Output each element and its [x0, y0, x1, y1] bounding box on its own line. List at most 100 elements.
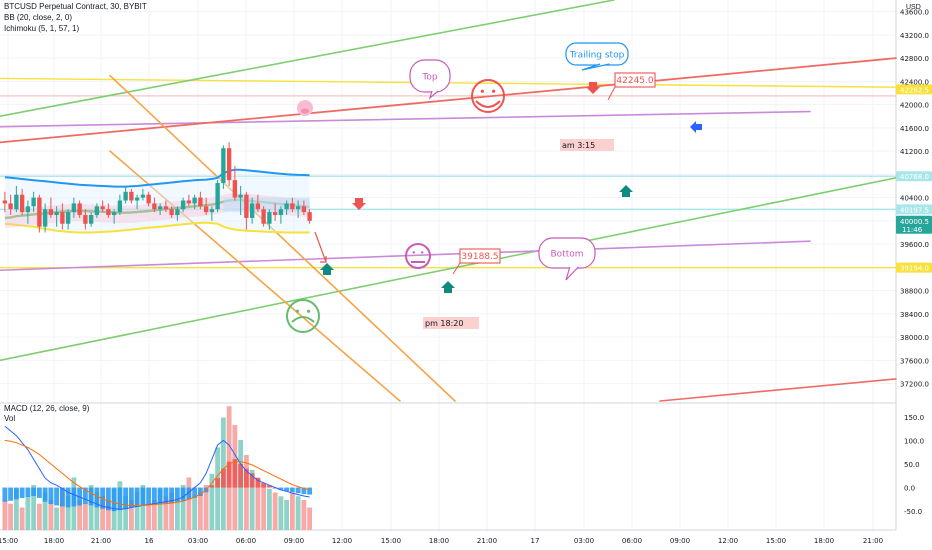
macd-histogram-bar	[71, 487, 77, 507]
candle-body	[198, 197, 203, 207]
smiley-happy-icon-eye-right	[492, 89, 496, 93]
candle-body	[14, 194, 19, 210]
price-tick-label: 38400.0	[900, 311, 929, 319]
arrow-up-icon	[320, 263, 334, 275]
smiley-neutral-icon-outline	[405, 243, 431, 269]
macd-histogram-bar	[180, 487, 186, 501]
macd-histogram-bar	[151, 487, 157, 505]
volume-bar	[13, 488, 19, 530]
callout-top-text: Top	[421, 73, 437, 83]
smiley-happy-icon-outline	[471, 79, 505, 113]
candle-body	[140, 194, 146, 198]
macd-histogram-bar	[54, 487, 60, 506]
macd-histogram-bar	[13, 487, 19, 500]
time-tick-label: 06:00	[622, 537, 642, 545]
legend-indicator-macd[interactable]: MACD (12, 26, close, 9)	[4, 404, 89, 414]
candle-body	[100, 206, 105, 210]
volume-bar	[261, 485, 267, 530]
smiley-face-icon-eye-left	[295, 309, 299, 313]
time-tick-label: 21:00	[477, 537, 497, 545]
macd-histogram-bar	[2, 487, 8, 502]
time-tick-label: 16	[145, 537, 154, 545]
candle-body	[8, 203, 13, 210]
trend-line-purple-bottom	[0, 240, 811, 272]
candle-body	[169, 209, 174, 216]
volume-bar	[59, 488, 65, 530]
volume-bar	[94, 492, 100, 530]
price-tag-bg	[896, 84, 932, 95]
indicator-vol-label: Vol	[4, 414, 16, 423]
candle-body	[163, 206, 169, 210]
volume-bar	[146, 503, 152, 530]
trend-line-red-top	[0, 57, 897, 144]
candle-body	[31, 197, 36, 207]
pig-snout-icon	[301, 108, 309, 114]
time-tick-label: 18:00	[814, 537, 834, 545]
candle-body	[83, 215, 88, 224]
trend-line-orange-2	[109, 150, 401, 402]
price-tag-label: 42262.5	[900, 86, 929, 94]
time-note-pm-text: pm 18:20	[425, 319, 463, 328]
volume-bar	[82, 503, 88, 530]
macd-histogram-bar	[157, 487, 163, 504]
price-tick-label: 42800.0	[900, 55, 929, 63]
macd-tick-label: 100.0	[904, 437, 924, 445]
price-tag-bg	[896, 262, 932, 273]
volume-bar	[186, 477, 192, 530]
macd-histogram-bar	[123, 487, 129, 509]
candle-body	[203, 206, 209, 213]
candle-body	[48, 209, 54, 216]
candle-body	[19, 194, 25, 213]
price-tick-label: 37600.0	[900, 357, 929, 365]
time-tick-label: 21:00	[91, 537, 111, 545]
arrow-down-icon	[352, 198, 366, 210]
volume-bar	[8, 503, 14, 530]
candle-body	[175, 209, 180, 216]
macd-histogram-bar	[238, 463, 244, 488]
price-label-bottom-text: 39188.5	[461, 252, 498, 262]
indicator-bb-label: BB (20, close, 2, 0)	[4, 13, 73, 22]
candle-body	[157, 206, 163, 210]
price-label-top-box	[614, 72, 656, 88]
price-tick-label: 38000.0	[900, 334, 929, 342]
legend-indicator-bb[interactable]: BB (20, close, 2, 0)	[4, 13, 72, 23]
time-tick-label: 03:00	[574, 537, 594, 545]
time-tick-label: 15:00	[766, 537, 786, 545]
candle-body	[129, 191, 134, 201]
time-tick-label: 17	[531, 537, 540, 545]
volume-bar	[169, 492, 175, 530]
range-box	[223, 197, 310, 213]
time-tick-label: 12:00	[718, 537, 738, 545]
callout-bottom-text: Bottom	[550, 250, 583, 260]
symbol-title[interactable]: BTCUSD Perpetual Contract, 30, BYBIT	[4, 2, 147, 11]
volume-bar	[31, 485, 37, 530]
callout-bottom-tail	[565, 266, 579, 281]
candle-body	[267, 212, 272, 224]
candle-body	[238, 194, 243, 198]
candle-body	[123, 191, 128, 201]
currency-label: USD	[906, 3, 921, 13]
volume-bar	[54, 507, 60, 530]
macd-tick-label: 150.0	[904, 414, 924, 422]
macd-histogram-bar	[94, 487, 100, 508]
trend-line-purple-top	[0, 110, 811, 128]
arrow-down-icon	[586, 82, 600, 94]
price-tag-label: 40000.5	[900, 218, 929, 226]
volume-bar	[25, 496, 31, 530]
time-tick-label: 12:00	[332, 537, 352, 545]
price-label-top-text: 42245.0	[616, 76, 653, 86]
volume-bar	[2, 500, 8, 530]
indicator-macd-label: MACD (12, 26, close, 9)	[4, 404, 90, 413]
time-tick-label: 18:00	[429, 537, 449, 545]
legend-indicator-vol[interactable]: Vol	[4, 414, 15, 424]
volume-bar	[255, 477, 261, 530]
time-tick-label: 15:00	[0, 537, 18, 545]
macd-histogram-bar	[278, 487, 284, 490]
macd-histogram-bar	[226, 461, 232, 488]
candle-body	[111, 212, 117, 216]
trend-line-green-mid	[0, 177, 897, 362]
macd-histogram-bar	[249, 473, 255, 488]
candle-body	[284, 203, 289, 210]
legend-indicator-ichimoku[interactable]: Ichimoku (5, 1, 57, 1)	[4, 24, 79, 34]
